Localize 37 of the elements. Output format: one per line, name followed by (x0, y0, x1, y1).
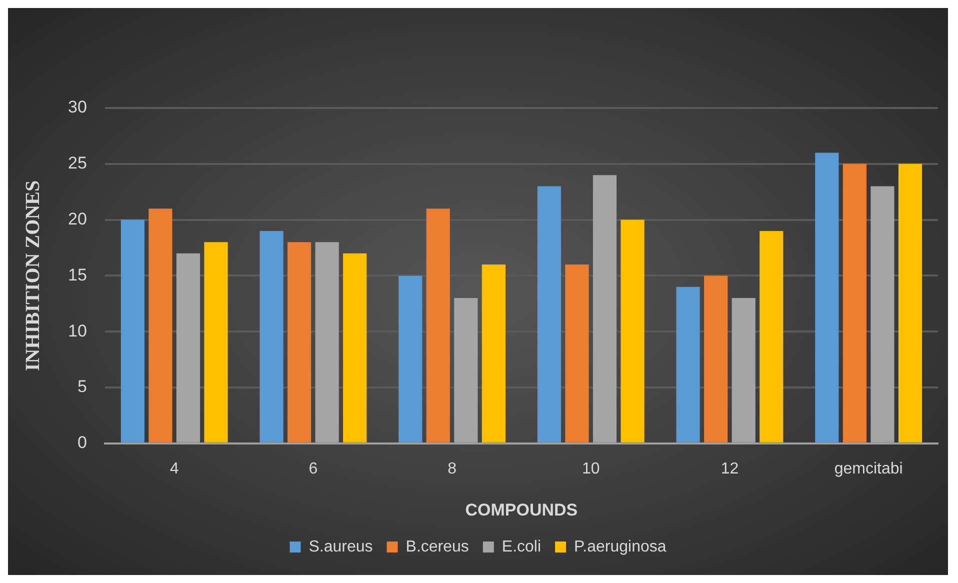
x-tick-label: 4 (170, 460, 179, 478)
x-tick-label: 6 (308, 460, 318, 478)
bar (398, 276, 422, 442)
legend-label: P.aeruginosa (574, 538, 666, 556)
bar (482, 264, 506, 442)
x-tick-label: 12 (720, 460, 739, 478)
bar (676, 286, 700, 442)
bar (426, 208, 450, 442)
x-tick-label: 8 (448, 460, 457, 478)
bar (565, 264, 589, 442)
y-tick-label: 10 (68, 321, 87, 340)
y-tick-label: 5 (77, 377, 87, 396)
y-axis-title: INHIBITION ZONES (22, 180, 44, 372)
y-tick-label: 20 (68, 209, 87, 228)
bar (260, 230, 284, 442)
bar (120, 220, 144, 442)
x-axis-title: COMPOUNDS (465, 500, 578, 520)
legend-label: E.coli (502, 538, 542, 556)
y-tick-label: 25 (68, 154, 87, 173)
bar (537, 186, 562, 442)
y-tick-label: 0 (77, 433, 87, 452)
bar (898, 164, 922, 442)
bar (760, 230, 784, 442)
bar (148, 208, 172, 442)
bar (204, 242, 228, 442)
bar (704, 276, 728, 442)
x-tick-label: gemcitabi (834, 460, 903, 478)
bar (815, 152, 839, 442)
bar (842, 164, 866, 442)
legend-label: S.aureus (308, 538, 373, 556)
legend-label: B.cereus (406, 538, 469, 556)
bar (287, 242, 312, 442)
bar (343, 253, 367, 442)
y-tick-label: 30 (68, 98, 87, 117)
y-tick-label: 15 (68, 265, 87, 284)
x-tick-label: 10 (582, 460, 600, 478)
bar (620, 220, 644, 442)
